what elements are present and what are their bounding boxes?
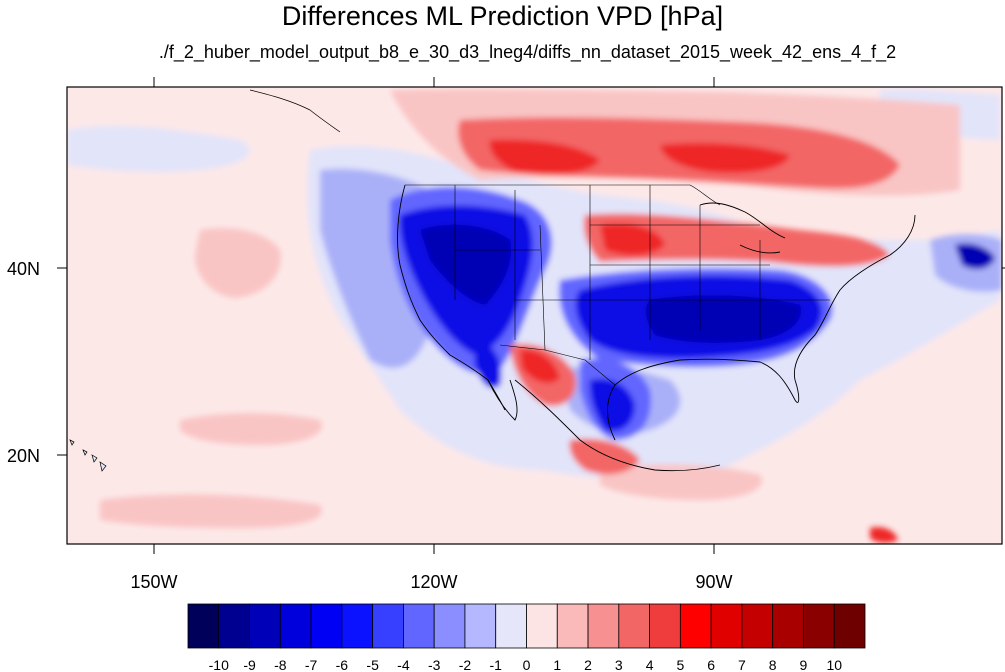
colorbar-swatch	[710, 603, 743, 649]
dark-red-region	[489, 139, 600, 175]
light-red-region	[600, 464, 762, 500]
colorbar-tick-label: -8	[274, 657, 287, 672]
colorbar-swatch	[587, 603, 620, 649]
colorbar-tick-label: 1	[553, 657, 561, 672]
mexico-us-border	[499, 344, 616, 386]
colorbar-swatch	[833, 603, 866, 649]
light-red-region	[195, 228, 281, 298]
canada-us-border	[405, 184, 721, 206]
colorbar-tick-label: -4	[397, 657, 410, 672]
dark-red-region	[600, 223, 665, 256]
colorbar-tick-label: -1	[490, 657, 503, 672]
colorbar-swatch	[249, 603, 281, 649]
colorbar-tick-label: 3	[615, 657, 623, 672]
colorbar-swatch	[741, 603, 774, 649]
great-lakes-outline	[699, 202, 786, 254]
alaska-coast	[249, 89, 341, 133]
colorbar-tick-label: -6	[336, 657, 349, 672]
colorbar-tick-label: 10	[826, 657, 842, 672]
colorbar-tick-label: 7	[738, 657, 746, 672]
deep-blue-region	[420, 224, 511, 305]
colorbar-swatch	[526, 603, 558, 649]
colorbar-swatch	[310, 603, 343, 649]
map-subtitle: ./f_2_huber_model_output_b8_e_30_d3_lneg…	[158, 42, 897, 62]
colorbar-swatch	[433, 603, 466, 649]
plot-frame	[66, 86, 1003, 545]
colorbar-labels: -10 -9 -8 -7 -6 -5 -4 -3 -2 -1 0 1 2 3 4 5 6 7 8 9 10	[209, 657, 843, 672]
gulf-coast-line	[607, 214, 916, 441]
colorbar-tick-label: 2	[584, 657, 592, 672]
lon-tick-label: 90W	[695, 572, 732, 592]
mexico-pacific-coast-line	[514, 379, 721, 472]
colorbar-swatch	[372, 603, 404, 649]
colorbar-swatch	[341, 603, 374, 649]
colorbar-tick-label: -10	[209, 657, 229, 672]
vpd-difference-field	[67, 87, 1002, 544]
light-blue-region	[67, 125, 250, 173]
colorbar-tick-label: -2	[459, 657, 472, 672]
colorbar-swatch	[772, 603, 804, 649]
state-grid	[454, 185, 830, 360]
colorbar	[187, 603, 866, 649]
dark-red-region	[660, 143, 790, 173]
deep-blue-region	[955, 243, 995, 270]
dark-blue-region	[474, 340, 502, 389]
coastlines	[397, 184, 916, 472]
dark-blue-region	[589, 378, 635, 432]
lat-tick-label: 40N	[7, 259, 40, 279]
colorbar-tick-label: -9	[243, 657, 256, 672]
colorbar-swatch	[403, 603, 435, 649]
colorbar-tick-label: 6	[707, 657, 715, 672]
baja-coast-line	[487, 379, 518, 421]
lon-tick-label: 150W	[130, 572, 177, 592]
colorbar-tick-label: 9	[800, 657, 808, 672]
colorbar-swatch	[279, 603, 312, 649]
map-title: Differences ML Prediction VPD [hPa]	[281, 1, 724, 31]
colorbar-swatch	[218, 603, 250, 649]
deep-blue-region	[645, 295, 801, 343]
red-region	[569, 438, 640, 475]
light-red-region	[100, 494, 322, 528]
colorbar-swatch	[187, 603, 220, 649]
colorbar-swatch	[464, 603, 497, 649]
colorbar-tick-label: -3	[428, 657, 441, 672]
red-region	[583, 213, 890, 267]
colorbar-swatch	[649, 603, 681, 649]
colorbar-tick-label: 4	[646, 657, 654, 672]
colorbar-tick-label: 5	[676, 657, 684, 672]
colorbar-swatch	[556, 603, 589, 649]
colorbar-swatch	[618, 603, 650, 649]
colorbar-tick-label: 0	[523, 657, 531, 672]
colorbar-tick-label: 8	[769, 657, 777, 672]
colorbar-swatch	[495, 603, 527, 649]
axis-ticks	[57, 77, 1005, 554]
colorbar-swatch	[679, 603, 712, 649]
light-red-region	[180, 413, 322, 445]
lon-tick-label: 120W	[410, 572, 457, 592]
dark-red-region	[520, 349, 560, 383]
lat-tick-label: 20N	[7, 446, 40, 466]
colorbar-swatch	[803, 603, 835, 649]
political-borders	[405, 184, 830, 386]
hawaii-islands	[69, 439, 107, 472]
dark-red-region	[870, 527, 898, 543]
colorbar-tick-label: -7	[305, 657, 318, 672]
colorbar-tick-label: -5	[366, 657, 379, 672]
